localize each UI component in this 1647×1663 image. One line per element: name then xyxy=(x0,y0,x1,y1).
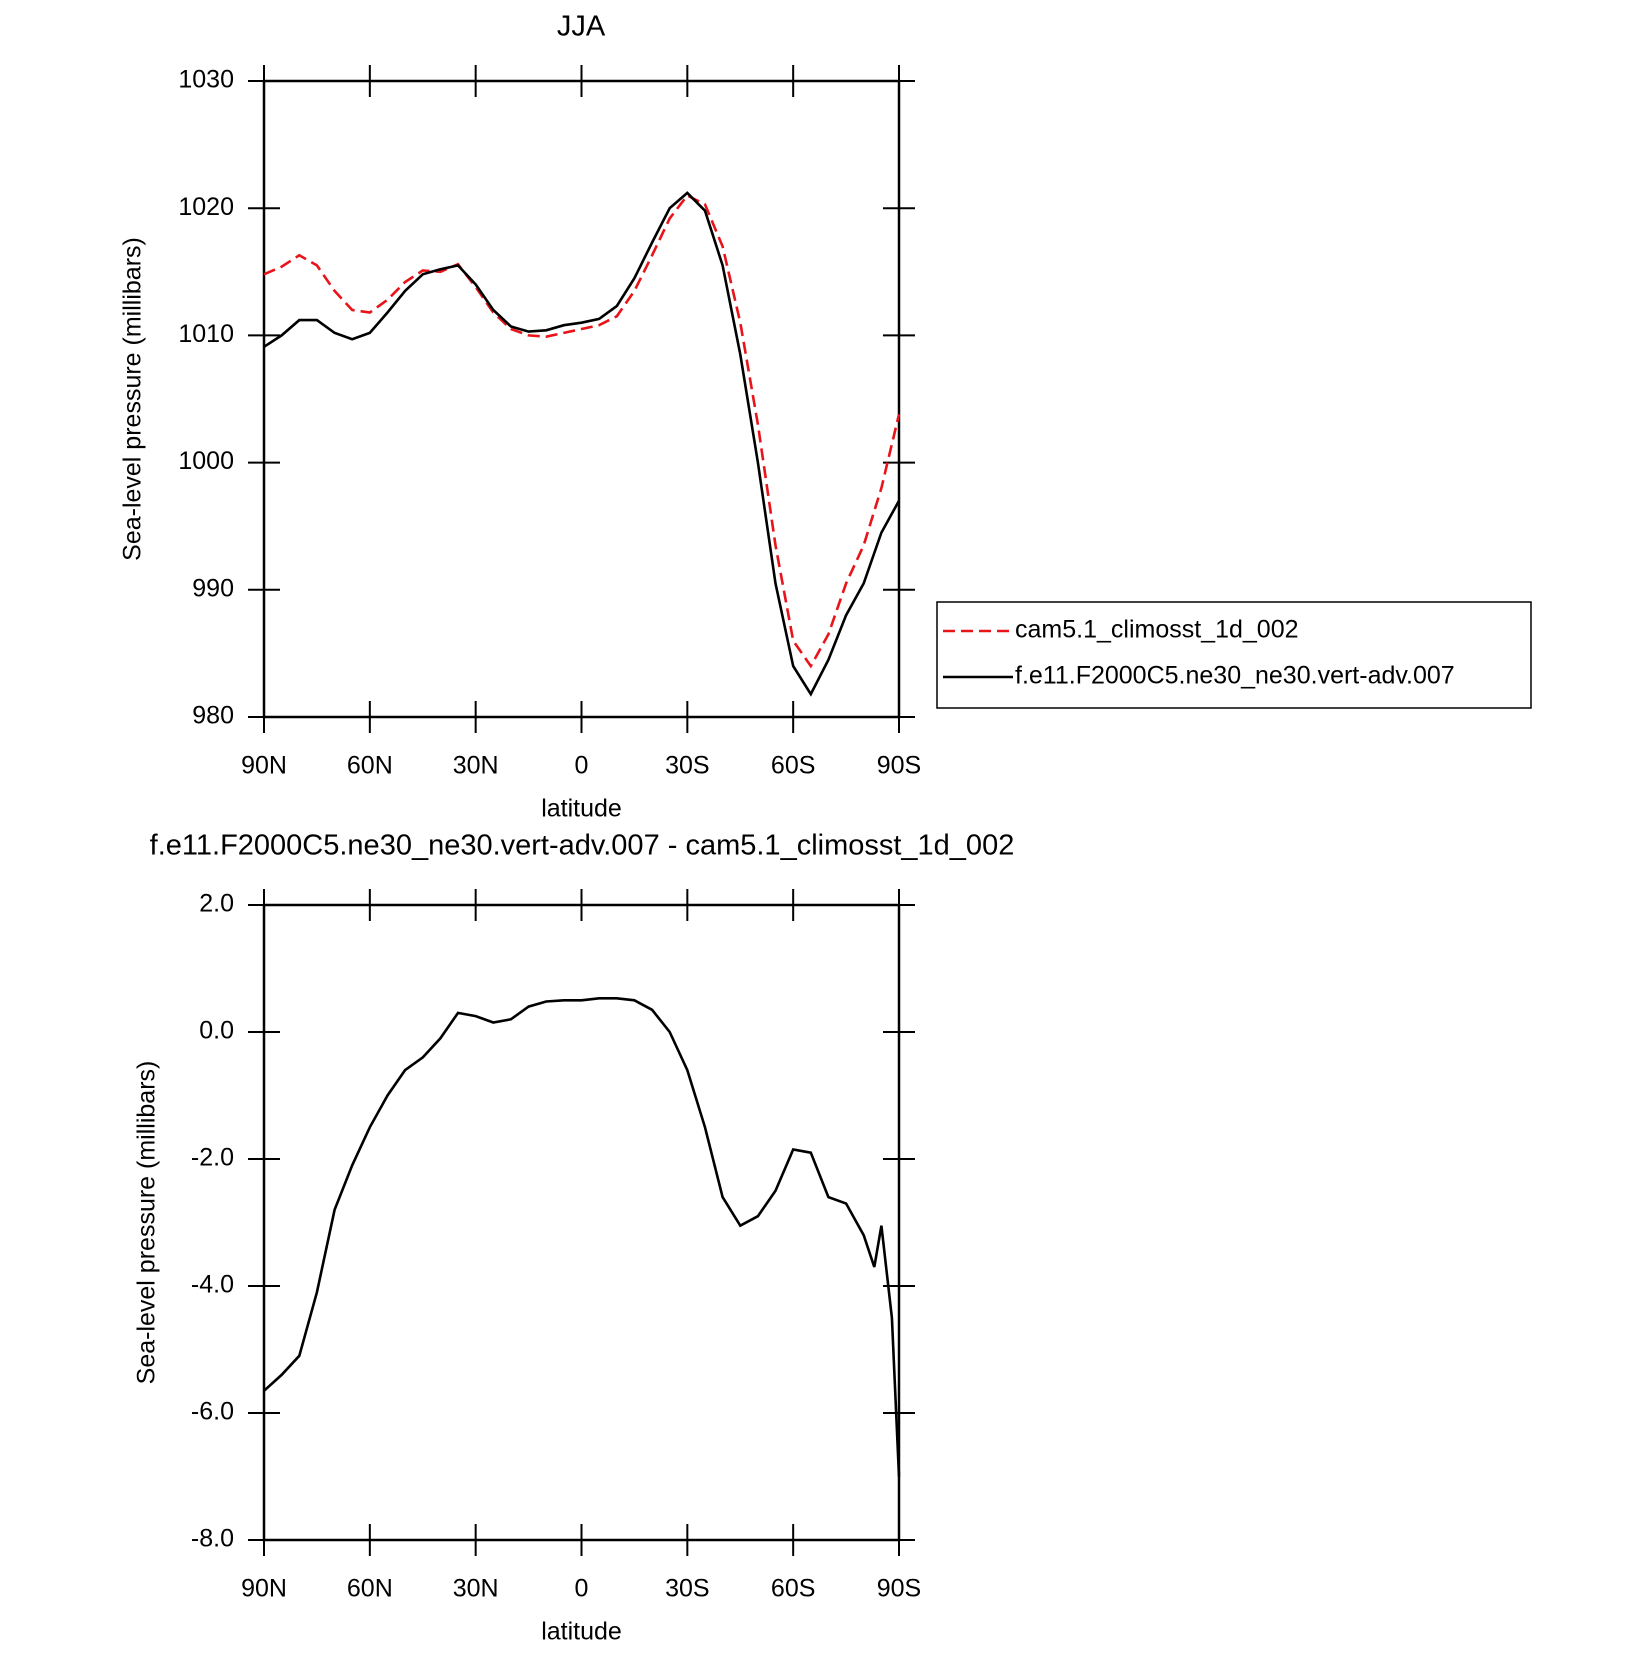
x-tick-label: 60S xyxy=(771,752,815,780)
x-tick-label: 0 xyxy=(575,1575,589,1603)
y-tick-label: -6.0 xyxy=(191,1398,234,1426)
y-tick-label: 1010 xyxy=(178,320,234,348)
y-tick-label: 1020 xyxy=(178,193,234,221)
plot-frame xyxy=(262,79,901,719)
x-tick-label: 90S xyxy=(877,752,921,780)
y-tick-label: 1000 xyxy=(178,447,234,475)
x-tick-label: 30N xyxy=(453,752,499,780)
y-tick-label: 0.0 xyxy=(199,1017,234,1045)
y-tick-label: 990 xyxy=(192,574,234,602)
x-tick-label: 90S xyxy=(877,1575,921,1603)
y-tick-label: -8.0 xyxy=(191,1525,234,1553)
y-axis-label: Sea-level pressure (millibars) xyxy=(119,237,147,561)
y-tick-label: 980 xyxy=(192,702,234,730)
legend-label: cam5.1_climosst_1d_002 xyxy=(1015,616,1299,644)
data-line xyxy=(263,193,901,669)
y-tick-label: -2.0 xyxy=(191,1144,234,1172)
x-tick-label: 0 xyxy=(575,752,589,780)
chart-title: f.e11.F2000C5.ne30_ne30.vert-adv.007 - c… xyxy=(150,830,1015,862)
legend-label: f.e11.F2000C5.ne30_ne30.vert-adv.007 xyxy=(1015,662,1455,690)
x-axis-label: latitude xyxy=(541,1618,622,1646)
data-line xyxy=(263,997,901,1477)
x-tick-label: 30S xyxy=(665,752,709,780)
chart: f.e11.F2000C5.ne30_ne30.vert-adv.007 - c… xyxy=(133,830,1015,1646)
x-tick-label: 60N xyxy=(347,1575,393,1603)
y-tick-label: 1030 xyxy=(178,66,234,94)
x-tick-label: 30N xyxy=(453,1575,499,1603)
plot-frame xyxy=(262,903,901,1542)
y-tick-label: 2.0 xyxy=(199,890,234,918)
y-axis-label: Sea-level pressure (millibars) xyxy=(133,1061,161,1385)
x-tick-label: 60S xyxy=(771,1575,815,1603)
data-line xyxy=(263,191,901,697)
x-tick-label: 30S xyxy=(665,1575,709,1603)
x-tick-label: 90N xyxy=(241,1575,287,1603)
x-axis-label: latitude xyxy=(541,795,622,823)
chart-title: JJA xyxy=(557,11,606,43)
x-tick-label: 90N xyxy=(241,752,287,780)
y-tick-label: -4.0 xyxy=(191,1271,234,1299)
legend-box xyxy=(936,601,1532,709)
chart: JJA latitude Sea-level pressure (millibars… xyxy=(119,11,1532,823)
x-tick-label: 60N xyxy=(347,752,393,780)
